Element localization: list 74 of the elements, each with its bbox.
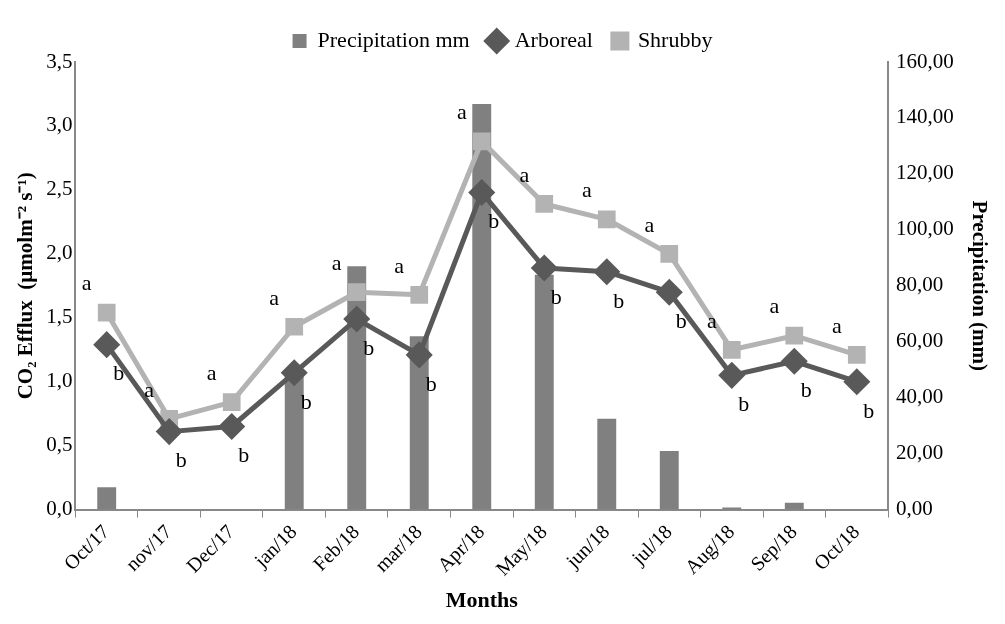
point <box>94 332 120 358</box>
point <box>156 419 182 445</box>
legend-label: Precipitation mm <box>317 26 470 52</box>
data-label: a <box>206 359 217 385</box>
data-label: a <box>769 293 780 319</box>
data-label: b <box>113 360 125 386</box>
data-label: a <box>144 376 155 402</box>
y2-axis-title: Precipitation (mm) <box>967 200 992 372</box>
data-label: a <box>644 211 655 237</box>
y-tick-label: 2,0 <box>46 240 73 265</box>
legend-label: Shrubby <box>637 26 713 52</box>
data-label: b <box>363 334 375 360</box>
data-label: b <box>800 377 812 403</box>
point <box>347 283 366 302</box>
y2-tick-label: 120,00 <box>896 160 954 185</box>
data-label: a <box>706 307 717 333</box>
point <box>222 393 241 412</box>
y2-tick-label: 0,00 <box>896 496 933 521</box>
data-label: a <box>581 177 592 203</box>
point <box>531 255 557 281</box>
data-label: b <box>300 388 312 414</box>
point <box>410 285 429 304</box>
point <box>660 244 679 263</box>
y2-tick-label: 60,00 <box>896 328 944 353</box>
data-label: a <box>81 270 92 296</box>
point <box>97 303 116 322</box>
data-label: b <box>675 307 687 333</box>
x-axis-title: Months <box>445 587 519 613</box>
y-tick-label: 1,0 <box>46 368 73 393</box>
point <box>719 362 745 388</box>
data-label: a <box>456 99 467 125</box>
point <box>597 210 616 229</box>
data-label: a <box>394 252 405 278</box>
point <box>469 179 495 205</box>
point <box>656 279 682 305</box>
data-label: a <box>831 312 842 338</box>
point <box>722 340 741 359</box>
y-tick-label: 3,0 <box>46 112 73 137</box>
y-tick-label: 0,5 <box>46 432 73 457</box>
data-label: b <box>738 391 750 417</box>
data-label: b <box>425 370 437 396</box>
y2-tick-label: 20,00 <box>896 440 944 465</box>
y2-tick-label: 100,00 <box>896 216 954 241</box>
data-label: b <box>550 283 562 309</box>
y2-tick-label: 40,00 <box>896 384 944 409</box>
y2-tick-label: 160,00 <box>896 48 954 73</box>
data-label: b <box>238 442 250 468</box>
point <box>219 414 245 439</box>
y-axis-title: CO₂ Efflux (µmolm⁻² s⁻¹) <box>13 172 38 400</box>
y-tick-label: 1,5 <box>46 304 73 329</box>
data-label: a <box>269 284 280 310</box>
point <box>785 326 804 345</box>
point <box>344 306 370 332</box>
data-label: a <box>331 249 342 275</box>
point <box>844 369 870 395</box>
point <box>847 346 866 364</box>
y-tick-label: 2,5 <box>46 176 73 201</box>
y-tick-label: 3,5 <box>46 48 73 73</box>
point <box>281 360 307 386</box>
point <box>406 342 432 368</box>
point <box>535 195 554 213</box>
data-label: a <box>519 161 530 187</box>
point <box>781 348 807 374</box>
point <box>472 132 491 151</box>
point <box>285 317 304 336</box>
point <box>594 259 620 285</box>
y2-tick-label: 140,00 <box>896 104 954 129</box>
data-label: b <box>863 397 875 423</box>
legend-label: Arboreal <box>514 26 593 52</box>
data-label: b <box>175 447 187 473</box>
y-tick-label: 0,0 <box>46 496 73 521</box>
data-label: b <box>613 287 625 313</box>
y2-tick-label: 80,00 <box>896 272 944 297</box>
data-label: b <box>488 208 500 234</box>
